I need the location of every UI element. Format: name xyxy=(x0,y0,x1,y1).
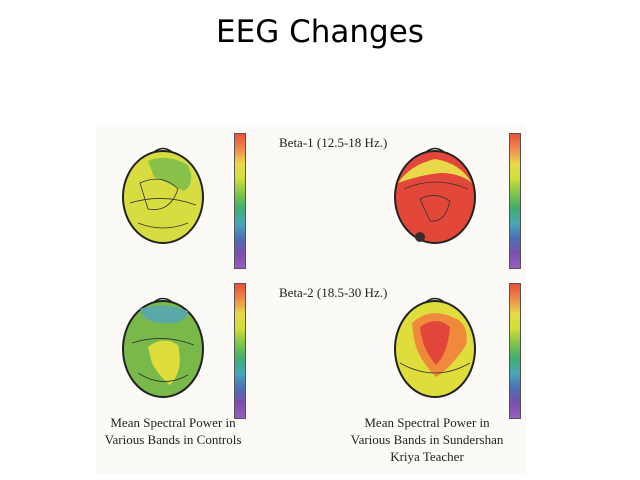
head-map-teacher-beta-2 xyxy=(394,297,476,398)
head-map-controls-beta-2 xyxy=(122,297,204,398)
color-scale-4 xyxy=(509,283,521,419)
caption-teacher-line-2: Various Bands in Sundershan xyxy=(350,432,504,447)
band-label-beta-2: Beta-2 (18.5-30 Hz.) xyxy=(279,285,388,300)
slide-title: EEG Changes xyxy=(216,14,424,50)
color-scale-1 xyxy=(234,133,246,269)
band-label-beta-1: Beta-1 (12.5-18 Hz.) xyxy=(279,135,388,150)
color-scale-2 xyxy=(509,133,521,269)
caption-controls-line-2: Various Bands in Controls xyxy=(104,432,242,447)
caption-controls-line-1: Mean Spectral Power in xyxy=(110,415,236,430)
head-map-controls-beta-1 xyxy=(122,147,204,244)
caption-controls: Mean Spectral Power in Various Bands in … xyxy=(88,414,258,448)
caption-teacher: Mean Spectral Power in Various Bands in … xyxy=(342,414,512,465)
caption-teacher-line-3: Kriya Teacher xyxy=(390,449,464,464)
caption-teacher-line-1: Mean Spectral Power in xyxy=(364,415,490,430)
color-scale-3 xyxy=(234,283,246,419)
head-map-teacher-beta-1 xyxy=(394,147,476,244)
